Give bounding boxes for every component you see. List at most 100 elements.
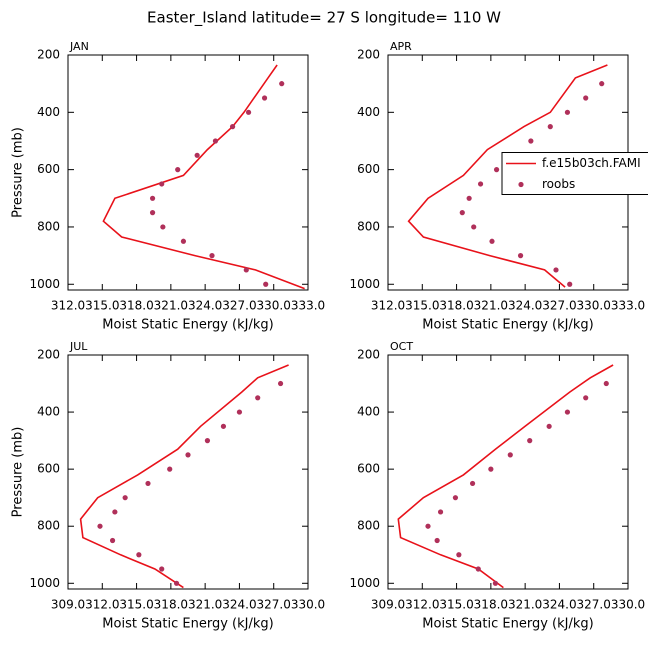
- obs-point: [489, 238, 495, 244]
- obs-point: [459, 210, 465, 216]
- model-line: [79, 364, 289, 589]
- obs-point: [437, 509, 444, 515]
- x-tick-label: 318.0: [154, 598, 188, 612]
- x-axis-label: Moist Static Energy (kJ/kg): [422, 318, 593, 333]
- obs-point: [245, 109, 252, 115]
- obs-point: [263, 281, 269, 287]
- obs-point: [109, 537, 116, 544]
- y-axis-label: Pressure (mb): [11, 427, 26, 518]
- y-tick-label: 1000: [29, 576, 60, 590]
- obs-point: [236, 409, 243, 415]
- y-tick-label: 1000: [349, 576, 380, 590]
- obs-point: [255, 395, 261, 401]
- y-tick-label: 1000: [29, 277, 60, 291]
- x-tick-label: 333.0: [291, 299, 325, 313]
- obs-point: [564, 109, 571, 115]
- x-tick-label: 315.0: [439, 598, 473, 612]
- obs-point: [583, 95, 589, 101]
- obs-point: [145, 480, 151, 487]
- x-tick-label: 324.0: [188, 299, 222, 313]
- x-tick-label: 315.0: [85, 299, 119, 313]
- x-tick-label: 321.0: [188, 598, 222, 612]
- obs-point: [527, 438, 533, 444]
- x-tick-label: 312.0: [405, 598, 439, 612]
- obs-point: [466, 195, 472, 201]
- x-tick-label: 309.0: [371, 598, 405, 612]
- obs-point: [492, 580, 499, 586]
- x-tick-label: 324.0: [542, 598, 576, 612]
- y-tick-label: 400: [357, 105, 380, 119]
- obs-point: [204, 438, 211, 444]
- obs-point: [122, 495, 128, 501]
- obs-point: [220, 423, 227, 429]
- obs-point: [469, 480, 476, 487]
- obs-point: [149, 195, 156, 201]
- y-tick-label: 600: [37, 162, 60, 176]
- y-tick-label: 1000: [349, 277, 380, 291]
- legend-label: f.e15b03ch.FAMI: [542, 156, 641, 170]
- obs-point: [209, 253, 215, 259]
- panel-label: APR: [390, 40, 412, 53]
- panel-label: JAN: [69, 40, 89, 53]
- obs-point: [567, 281, 573, 287]
- obs-point: [159, 181, 165, 187]
- obs-point: [175, 167, 181, 173]
- obs-point: [185, 452, 191, 458]
- legend-marker: [518, 181, 524, 188]
- obs-point: [583, 395, 589, 401]
- obs-point: [564, 409, 571, 415]
- x-tick-label: 318.0: [119, 299, 153, 313]
- plot-frame: [67, 354, 309, 590]
- obs-point: [471, 224, 477, 230]
- obs-point: [261, 95, 268, 101]
- y-tick-label: 400: [357, 405, 380, 419]
- x-tick-label: 324.0: [508, 299, 542, 313]
- obs-point: [452, 495, 459, 501]
- x-tick-label: 318.0: [439, 299, 473, 313]
- obs-point: [517, 253, 524, 259]
- y-tick-label: 600: [357, 462, 380, 476]
- obs-point: [553, 267, 559, 273]
- y-tick-label: 200: [357, 348, 380, 362]
- obs-point: [546, 423, 552, 429]
- obs-point: [599, 81, 605, 87]
- x-tick-label: 321.0: [508, 598, 542, 612]
- y-tick-label: 200: [37, 348, 60, 362]
- x-tick-label: 327.0: [257, 598, 291, 612]
- obs-point: [456, 552, 462, 558]
- obs-point: [528, 138, 534, 144]
- x-tick-label: 330.0: [611, 598, 645, 612]
- model-line: [407, 64, 608, 288]
- panel-label: OCT: [390, 340, 413, 353]
- obs-point: [159, 566, 165, 572]
- obs-point: [149, 210, 156, 216]
- obs-point: [507, 452, 513, 458]
- x-axis-label: Moist Static Energy (kJ/kg): [422, 617, 593, 632]
- obs-point: [279, 81, 285, 87]
- x-tick-label: 333.0: [611, 299, 645, 313]
- y-tick-label: 200: [37, 48, 60, 62]
- legend-label: roobs: [542, 177, 575, 191]
- obs-point: [243, 267, 249, 273]
- y-tick-label: 400: [37, 405, 60, 419]
- x-tick-label: 315.0: [119, 598, 153, 612]
- model-line: [102, 64, 305, 290]
- x-tick-label: 324.0: [222, 598, 256, 612]
- x-tick-label: 327.0: [577, 598, 611, 612]
- obs-point: [167, 466, 173, 472]
- y-tick-label: 600: [357, 162, 380, 176]
- obs-point: [194, 152, 200, 158]
- obs-point: [229, 124, 236, 130]
- legend-box: [501, 152, 648, 195]
- y-tick-label: 400: [37, 105, 60, 119]
- x-tick-label: 312.0: [85, 598, 119, 612]
- obs-point: [425, 523, 431, 529]
- obs-point: [212, 138, 219, 144]
- y-tick-label: 800: [37, 519, 60, 533]
- y-tick-label: 200: [357, 48, 380, 62]
- obs-point: [477, 181, 484, 187]
- x-tick-label: 330.0: [257, 299, 291, 313]
- x-tick-label: 318.0: [474, 598, 508, 612]
